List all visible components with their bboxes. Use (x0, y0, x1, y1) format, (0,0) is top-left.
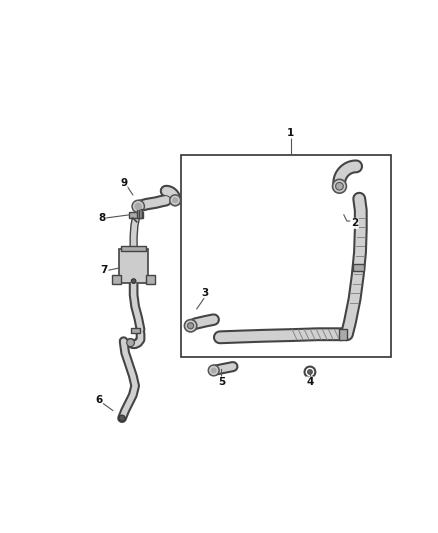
Circle shape (135, 203, 141, 209)
Text: 5: 5 (218, 377, 225, 387)
Bar (146, 275, 155, 284)
Bar (121, 246, 146, 251)
Text: 2: 2 (351, 219, 358, 228)
Text: 6: 6 (95, 395, 102, 406)
Circle shape (132, 200, 145, 213)
Circle shape (170, 195, 180, 206)
Text: 9: 9 (120, 177, 127, 188)
Bar (181, 155, 391, 357)
Circle shape (127, 339, 134, 346)
Bar (339, 329, 347, 340)
Bar (112, 275, 121, 284)
Bar (353, 264, 364, 271)
Circle shape (184, 320, 197, 332)
Text: 3: 3 (201, 288, 208, 297)
Circle shape (173, 198, 177, 203)
Circle shape (212, 368, 216, 373)
Circle shape (307, 370, 312, 374)
Text: 7: 7 (101, 265, 108, 276)
Text: 1: 1 (287, 128, 294, 138)
Bar (137, 209, 142, 218)
Circle shape (208, 365, 219, 376)
Circle shape (119, 415, 125, 421)
Text: 4: 4 (306, 377, 314, 387)
Bar (131, 328, 140, 334)
Circle shape (336, 182, 343, 190)
Bar (119, 249, 148, 284)
Circle shape (131, 279, 136, 284)
Bar (129, 212, 143, 218)
Circle shape (332, 179, 346, 193)
Text: 8: 8 (99, 213, 106, 223)
Circle shape (187, 322, 194, 329)
